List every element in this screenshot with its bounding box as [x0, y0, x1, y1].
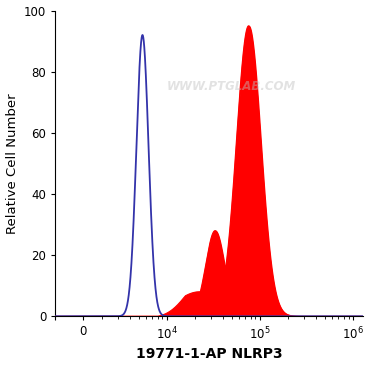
Y-axis label: Relative Cell Number: Relative Cell Number	[6, 93, 18, 234]
X-axis label: 19771-1-AP NLRP3: 19771-1-AP NLRP3	[136, 348, 283, 361]
Text: WWW.PTGLAB.COM: WWW.PTGLAB.COM	[166, 80, 296, 94]
